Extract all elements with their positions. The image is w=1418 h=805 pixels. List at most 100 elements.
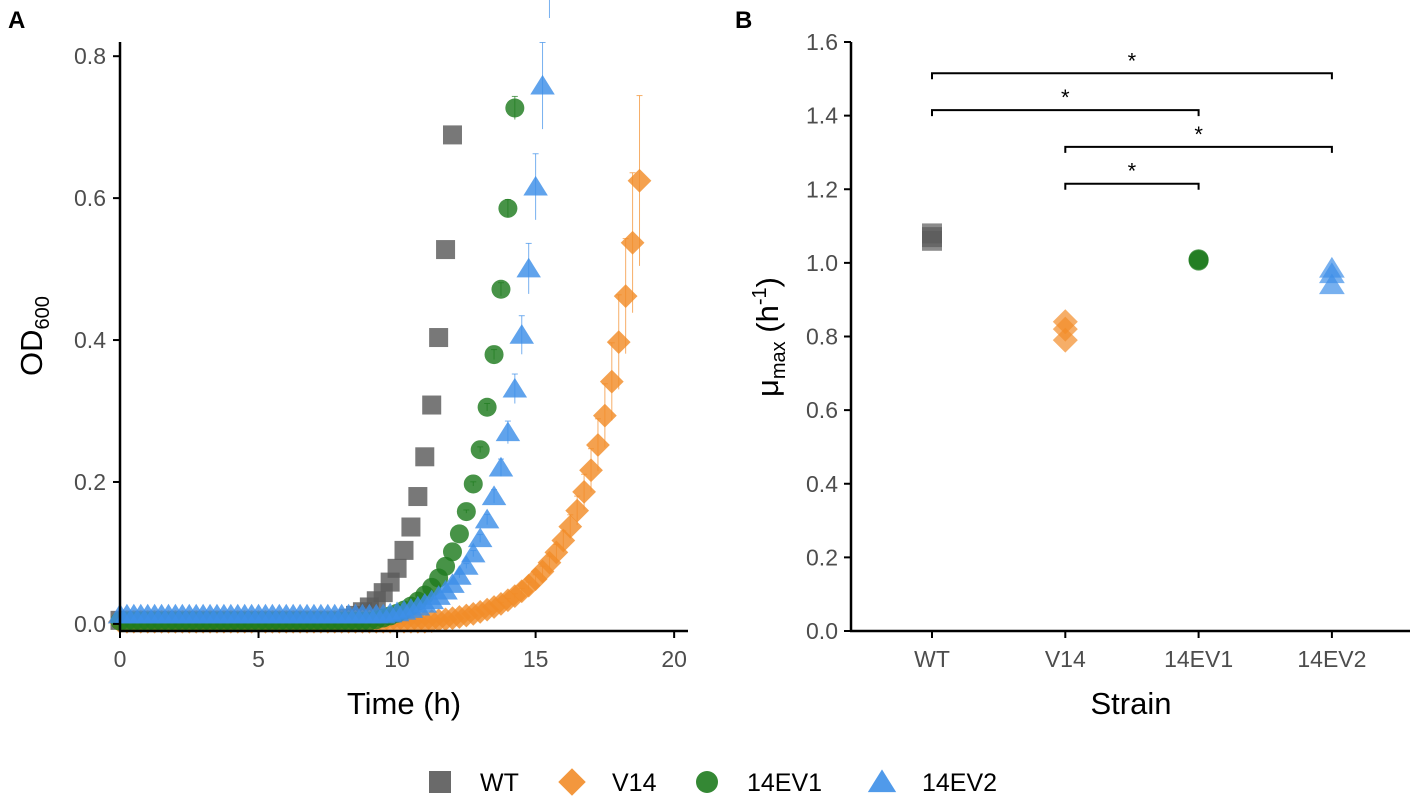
rate-point-14ev2 [1319, 273, 1345, 295]
data-point-14ev2 [523, 175, 548, 196]
panel-a-y-tick-label: 0.2 [74, 469, 106, 495]
data-point-14ev1 [484, 345, 504, 365]
panel-b-x-tick-label: 14EV1 [1164, 646, 1233, 672]
data-point-14ev2 [467, 527, 493, 548]
panel-a-x-tick-label: 5 [252, 646, 265, 672]
data-point-14ev2 [461, 542, 486, 563]
data-point-14ev2 [509, 324, 534, 344]
bracket-line [931, 72, 1333, 80]
data-point-14ev1 [436, 556, 456, 576]
panel-b-y-title-sup: -1 [749, 287, 771, 305]
panel-b-y-tick-label: 0.8 [806, 324, 838, 350]
panel-b-y-tick-label: 0.4 [806, 471, 838, 497]
legend-label: 14EV1 [747, 769, 822, 797]
panel-b-y-title: μmax (h-1) [749, 277, 790, 397]
panel-a-x-tick-label: 15 [523, 646, 549, 672]
strain-v14 [1052, 309, 1078, 353]
bracket-line [1064, 145, 1333, 153]
panel-a-y-tick-label: 0.6 [74, 185, 106, 211]
panel-a-y-tick-label: 0.4 [74, 327, 106, 353]
data-point-v14 [613, 284, 638, 309]
data-point-wt [401, 517, 421, 537]
panel-a-x-ticks: 0 5 10 15 20 [114, 631, 687, 672]
strain-14ev1 [1188, 249, 1209, 271]
panel-a-x-tick-label: 0 [114, 646, 127, 672]
data-point-14ev2 [481, 485, 507, 506]
panel-a-x-tick-label: 10 [384, 646, 410, 672]
data-point-wt [422, 395, 442, 415]
panel-a-y-title-main: OD [14, 329, 49, 376]
legend-item-v14: V14 [558, 768, 657, 797]
panel-b-y-tick-label: 1.4 [806, 103, 838, 129]
panel-a-y-tick-label: 0.8 [74, 43, 106, 69]
data-point-14ev1 [456, 502, 476, 522]
data-point-14ev2 [447, 565, 472, 585]
panel-b-y-tick-label: 0.6 [806, 397, 838, 423]
panel-b-label: B [735, 7, 752, 34]
legend-symbol-v14 [558, 768, 586, 796]
significance-star: * [1128, 48, 1137, 73]
panel-b-x-tick-label: WT [914, 646, 950, 672]
data-point-wt [408, 487, 428, 507]
panel-b-x-title: Strain [1091, 686, 1172, 721]
rate-point-14ev2 [1319, 256, 1345, 278]
data-point-14ev2 [516, 257, 541, 278]
data-point-14ev2 [502, 377, 528, 398]
panel-b-x-tick-label: V14 [1045, 646, 1086, 672]
significance-bracket: * [931, 85, 1200, 117]
legend-item-14ev1: 14EV1 [696, 769, 822, 797]
panel-a-y-title-sub: 600 [32, 296, 54, 329]
data-point-14ev2 [474, 508, 500, 529]
data-point-wt [442, 125, 462, 145]
panel-a-y-title: OD600 [14, 296, 54, 376]
rate-point-14ev1 [1188, 250, 1209, 271]
data-point-v14 [579, 458, 603, 483]
data-point-14ev1 [477, 397, 497, 417]
data-point-14ev2 [488, 456, 514, 477]
significance-bracket: * [1064, 159, 1200, 190]
growth-rate-marks [922, 223, 1345, 353]
bracket-line [931, 109, 1200, 117]
data-point-wt [436, 240, 456, 260]
series-14ev1 [110, 95, 525, 631]
data-point-14ev2 [530, 74, 555, 95]
rate-point-v14 [1052, 309, 1078, 335]
legend-symbol-14ev1 [696, 771, 718, 793]
panel-b-y-tick-label: 1.2 [806, 176, 838, 202]
panel-a-y-tick-label: 0.0 [74, 611, 106, 637]
data-point-v14 [586, 433, 610, 457]
growth-curve-panel: 0.0 0.2 0.4 0.6 0.8 0 5 10 15 20 Time (h) OD600 [14, 0, 688, 721]
panel-b-y-tick-label: 0.0 [806, 618, 838, 644]
data-point-14ev1 [470, 440, 490, 460]
legend-item-wt: WT [429, 769, 519, 797]
strain-14ev2 [1319, 256, 1345, 295]
significance-bracket: * [1064, 122, 1333, 153]
panel-b-x-tick-label: 14EV2 [1297, 646, 1366, 672]
strain-wt [922, 223, 942, 251]
data-point-v14 [593, 403, 617, 428]
significance-brackets: * * * * [931, 48, 1333, 190]
data-point-v14 [565, 498, 590, 523]
rate-point-wt [922, 227, 942, 248]
significance-bracket: * [931, 48, 1333, 80]
data-point-14ev1 [498, 198, 518, 218]
bracket-line [1064, 182, 1200, 190]
significance-star: * [1061, 85, 1070, 110]
data-point-14ev1 [463, 474, 483, 494]
legend-label: 14EV2 [922, 769, 997, 797]
panel-b-x-ticks: WT V14 14EV1 14EV2 [914, 631, 1366, 672]
legend-symbol-wt [429, 771, 451, 793]
growth-curve-marks [107, 0, 652, 634]
data-point-wt [387, 558, 407, 578]
data-point-v14 [620, 230, 645, 255]
panel-b-y-title-tail: (h [750, 305, 785, 341]
legend-label: WT [480, 769, 519, 797]
panel-b-y-title-main: μ [750, 379, 785, 397]
data-point-14ev2 [454, 555, 479, 575]
data-point-14ev1 [505, 98, 525, 118]
panel-b-y-title-sub: max [768, 341, 790, 379]
data-point-v14 [572, 480, 596, 504]
significance-star: * [1128, 159, 1137, 184]
series-v14 [108, 95, 652, 634]
